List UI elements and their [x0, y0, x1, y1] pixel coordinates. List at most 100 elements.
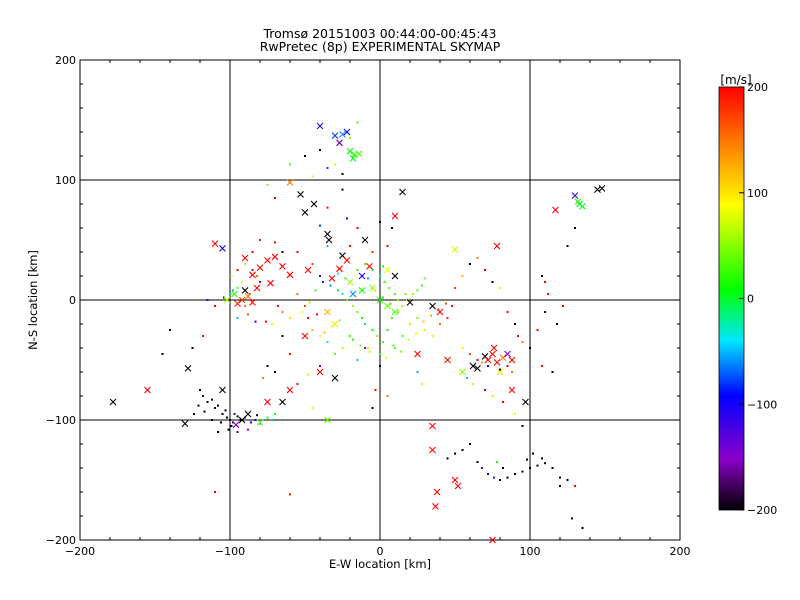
data-point-dot — [469, 263, 471, 265]
data-point-cross — [241, 254, 249, 262]
data-point-dot — [521, 470, 524, 473]
data-point-dot — [202, 395, 204, 397]
data-point-dot — [551, 371, 554, 373]
data-point-dot — [281, 311, 284, 313]
data-point-cross — [469, 362, 477, 370]
data-point-dot — [266, 183, 269, 186]
data-point-cross — [267, 279, 274, 287]
data-point-cross — [343, 128, 351, 136]
data-point-dot — [316, 313, 318, 316]
data-point-dot — [559, 485, 561, 487]
data-point-dot — [214, 305, 216, 307]
data-point-dot — [400, 350, 402, 353]
data-point-dot — [566, 479, 569, 481]
x-axis-label: E-W location [km] — [329, 557, 431, 571]
data-point-dot — [197, 404, 200, 407]
data-point-dot — [265, 320, 267, 323]
data-point-dot — [487, 365, 489, 367]
data-point-cross — [366, 263, 373, 270]
data-point-dot — [397, 299, 399, 301]
data-point-cross — [522, 398, 529, 406]
data-point-dot — [379, 365, 381, 367]
data-point-cross — [489, 536, 496, 544]
data-point-cross — [358, 272, 366, 280]
data-point-dot — [391, 317, 393, 319]
data-point-dot — [514, 473, 516, 475]
data-point-cross — [316, 122, 324, 130]
data-point-cross — [346, 278, 354, 286]
data-point-dot — [496, 461, 498, 463]
data-point-dot — [385, 356, 387, 359]
data-point-cross — [219, 386, 226, 394]
data-point-dot — [226, 416, 228, 419]
data-point-cross — [238, 416, 246, 424]
data-point-dot — [502, 401, 504, 403]
data-point-dot — [254, 419, 257, 421]
data-point-dot — [206, 401, 209, 403]
data-point-dot — [359, 344, 362, 347]
data-point-dot — [281, 251, 284, 253]
data-point-dot — [266, 416, 269, 419]
data-point-cross — [256, 264, 264, 271]
data-point-dot — [401, 335, 404, 337]
data-point-dot — [224, 409, 227, 412]
data-point-dot — [191, 347, 194, 349]
data-point-dot — [461, 347, 464, 349]
data-point-dot — [211, 398, 213, 401]
data-point-dot — [574, 227, 576, 229]
data-point-dot — [319, 224, 321, 227]
data-point-dot — [214, 407, 216, 409]
data-point-cross — [331, 374, 339, 382]
data-point-cross — [429, 302, 436, 310]
data-point-dot — [397, 311, 399, 313]
data-point-cross — [324, 308, 331, 316]
data-point-dot — [556, 323, 558, 325]
data-point-dot — [484, 389, 486, 391]
data-point-cross — [249, 271, 256, 279]
data-point-dot — [239, 419, 242, 421]
data-point-dot — [386, 329, 389, 331]
data-point-dot — [521, 425, 524, 427]
data-point-cross — [459, 368, 466, 376]
data-point-dot — [296, 383, 299, 385]
y-axis-label: N-S location [km] — [26, 250, 40, 350]
data-point-dot — [493, 476, 495, 479]
data-point-dot — [574, 485, 576, 487]
data-point-cross — [552, 206, 559, 214]
data-point-dot — [536, 464, 539, 467]
data-point-cross — [343, 257, 351, 264]
data-point-dot — [254, 320, 257, 323]
data-point-dot — [319, 335, 321, 337]
data-point-dot — [214, 491, 216, 493]
data-point-dot — [532, 452, 534, 455]
colorbar-tick-label: 200 — [747, 81, 768, 94]
data-point-cross — [451, 476, 459, 484]
data-point-dot — [307, 373, 309, 376]
data-point-cross — [376, 296, 384, 304]
data-point-dot — [311, 175, 314, 178]
data-point-dot — [356, 227, 359, 229]
data-point-dot — [422, 320, 425, 323]
data-point-cross — [264, 257, 271, 264]
data-point-dot — [506, 365, 509, 367]
data-point-dot — [481, 467, 483, 469]
data-point-dot — [326, 341, 329, 343]
data-point-cross — [249, 299, 256, 306]
data-point-dot — [259, 422, 261, 425]
data-point-dot — [499, 479, 501, 481]
data-point-dot — [541, 365, 543, 367]
data-point-dot — [454, 287, 456, 289]
data-point-dot — [541, 457, 543, 460]
data-point-dot — [169, 329, 171, 331]
data-point-dot — [416, 289, 419, 292]
data-point-dot — [439, 323, 441, 325]
data-point-dot — [386, 245, 389, 247]
data-point-dot — [341, 188, 344, 191]
data-point-dot — [334, 353, 336, 355]
data-point-dot — [529, 467, 531, 469]
data-point-dot — [445, 302, 447, 305]
data-point-cross — [454, 482, 462, 490]
data-point-dot — [202, 335, 204, 337]
data-point-dot — [319, 365, 321, 367]
data-point-dot — [562, 305, 564, 307]
